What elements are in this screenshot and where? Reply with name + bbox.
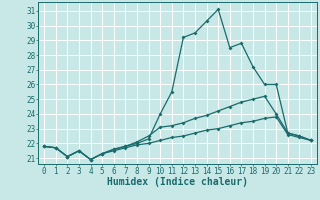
X-axis label: Humidex (Indice chaleur): Humidex (Indice chaleur) xyxy=(107,177,248,187)
